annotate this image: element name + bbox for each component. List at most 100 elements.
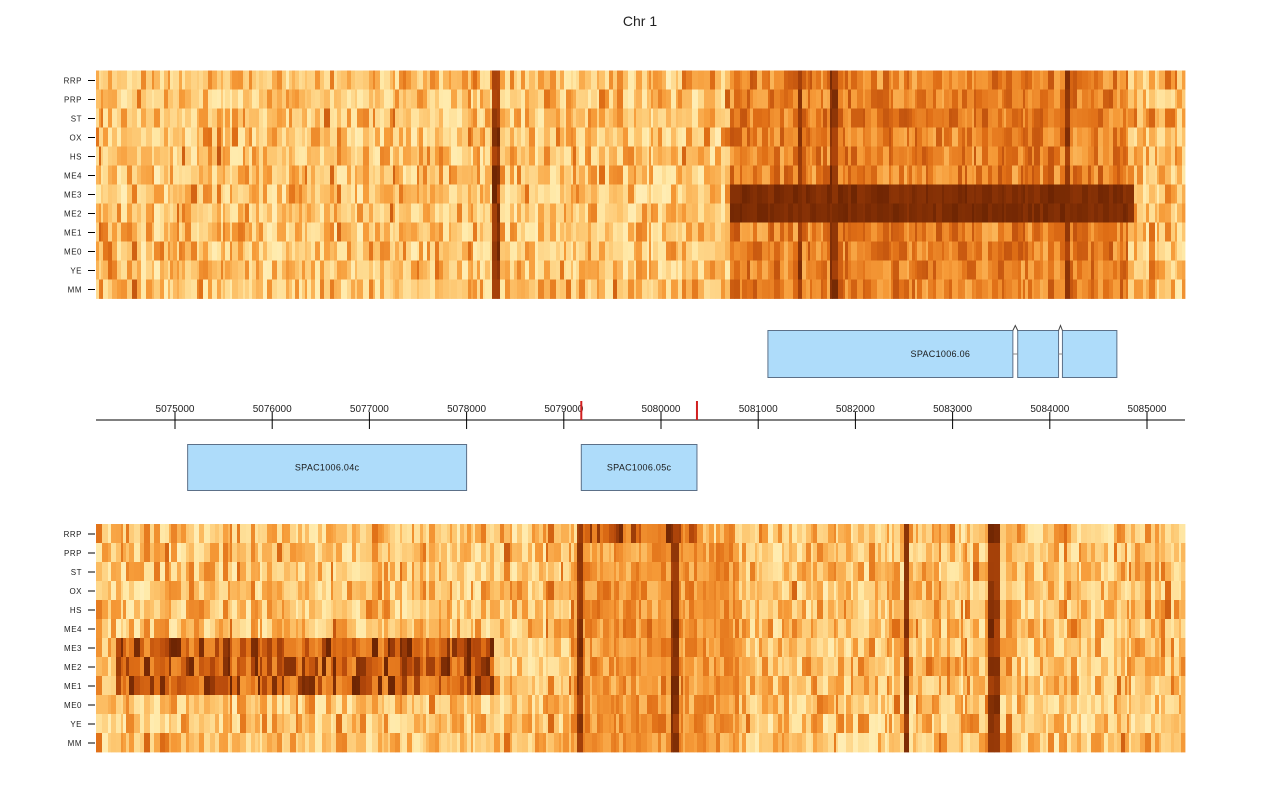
heatmap-cell	[355, 260, 358, 280]
heatmap-cell	[634, 279, 637, 299]
heatmap-cell	[1034, 279, 1041, 299]
heatmap-cell	[653, 203, 659, 223]
gene-exon[interactable]	[187, 444, 468, 491]
heatmap-cell	[1155, 524, 1160, 544]
heatmap-cell	[1070, 241, 1074, 261]
heatmap-cell	[140, 619, 145, 639]
heatmap-cell	[851, 600, 854, 620]
heatmap-cell	[773, 600, 779, 620]
heatmap-cell	[916, 562, 919, 582]
heatmap-cell	[698, 184, 705, 204]
heatmap-cell	[628, 70, 635, 90]
heatmap-cell	[939, 600, 942, 620]
heatmap-cell	[179, 70, 183, 90]
heatmap-cell	[591, 241, 598, 261]
heatmap-cell	[108, 184, 113, 204]
heatmap-cell	[747, 279, 751, 299]
heatmap-cell	[1070, 203, 1074, 223]
heatmap-cell	[647, 524, 653, 544]
heatmap-cell	[733, 562, 736, 582]
heatmap-cell	[583, 619, 586, 639]
heatmap-cell	[1028, 127, 1033, 147]
heatmap-cell	[1146, 279, 1150, 299]
heatmap-cell	[315, 241, 321, 261]
heatmap-cell	[223, 165, 226, 185]
heatmap-cell	[750, 70, 754, 90]
heatmap-cell	[965, 146, 968, 166]
heatmap-cell	[494, 600, 501, 620]
heatmap-cell	[550, 89, 557, 109]
heatmap-cell	[538, 222, 545, 242]
heatmap-cell	[535, 203, 539, 223]
heatmap-cell	[750, 543, 756, 563]
heatmap-cell	[857, 279, 864, 299]
heatmap-cell	[780, 241, 785, 261]
heatmap-cell	[256, 203, 260, 223]
heatmap-cell	[1028, 260, 1033, 280]
heatmap-cell	[529, 279, 536, 299]
heatmap-cell	[571, 108, 574, 128]
heatmap-cell	[915, 165, 918, 185]
gene-spac1006-04c[interactable]: SPAC1006.04c	[187, 444, 468, 491]
heatmap-cell	[863, 146, 866, 166]
heatmap-cell	[750, 619, 756, 639]
heatmap-cell	[599, 89, 606, 109]
heatmap-cell	[904, 260, 908, 280]
heatmap-cell	[762, 600, 769, 620]
heatmap-cell	[246, 600, 252, 620]
heatmap-cell	[342, 562, 348, 582]
heatmap-cell	[324, 260, 331, 280]
heatmap-cell	[427, 279, 431, 299]
heatmap-cell	[851, 203, 858, 223]
heatmap-cell	[99, 165, 102, 185]
heatmap-cell	[918, 619, 923, 639]
heatmap-cell	[810, 108, 813, 128]
heatmap-cell	[514, 184, 518, 204]
heatmap-row-ye	[96, 260, 1186, 280]
heatmap-cell	[407, 524, 413, 544]
heatmap-cell	[642, 241, 648, 261]
heatmap-cell	[177, 600, 182, 620]
heatmap-cell	[710, 184, 716, 204]
gene-exon[interactable]	[1017, 330, 1060, 378]
heatmap-cell	[260, 562, 263, 582]
heatmap-cell	[535, 127, 539, 147]
heatmap-cell	[219, 619, 224, 639]
heatmap-cell	[1018, 146, 1022, 166]
heatmap-cell	[714, 524, 717, 544]
heatmap-cell	[337, 127, 342, 147]
heatmap-cell	[875, 562, 879, 582]
heatmap-cell	[208, 146, 213, 166]
heatmap-cell	[965, 222, 968, 242]
heatmap-cell	[686, 203, 693, 223]
gene-spac1006-06[interactable]: SPAC1006.06	[767, 324, 1118, 378]
heatmap-cell	[682, 89, 687, 109]
gene-spac1006-05c[interactable]: SPAC1006.05c	[580, 444, 698, 491]
heatmap-cell	[230, 581, 233, 601]
heatmap-cell	[597, 203, 600, 223]
heatmap-cell	[1002, 279, 1005, 299]
heatmap-cell	[164, 89, 169, 109]
heatmap-cell	[1143, 241, 1147, 261]
gene-exon[interactable]	[767, 330, 1014, 378]
heatmap-cell	[215, 524, 220, 544]
heatmap-cell	[170, 184, 174, 204]
heatmap-cell	[212, 89, 218, 109]
gene-exon[interactable]	[1061, 330, 1118, 378]
heatmap-cell	[500, 203, 506, 223]
heatmap-cell	[844, 524, 847, 544]
heatmap-cell	[407, 619, 413, 639]
gene-exon[interactable]	[580, 444, 698, 491]
heatmap-cell	[529, 222, 536, 242]
heatmap-cell	[1073, 260, 1078, 280]
heatmap-cell	[1159, 543, 1162, 563]
heatmap-cell	[1143, 222, 1147, 242]
heatmap-cell	[838, 279, 844, 299]
heatmap-cell	[947, 543, 951, 563]
heatmap-cell	[961, 600, 964, 620]
heatmap-cell	[510, 260, 515, 280]
heatmap-cell	[658, 524, 662, 544]
heatmap-cell	[583, 581, 586, 601]
gene-label: SPAC1006.04c	[295, 463, 360, 473]
heatmap-cell	[899, 222, 905, 242]
